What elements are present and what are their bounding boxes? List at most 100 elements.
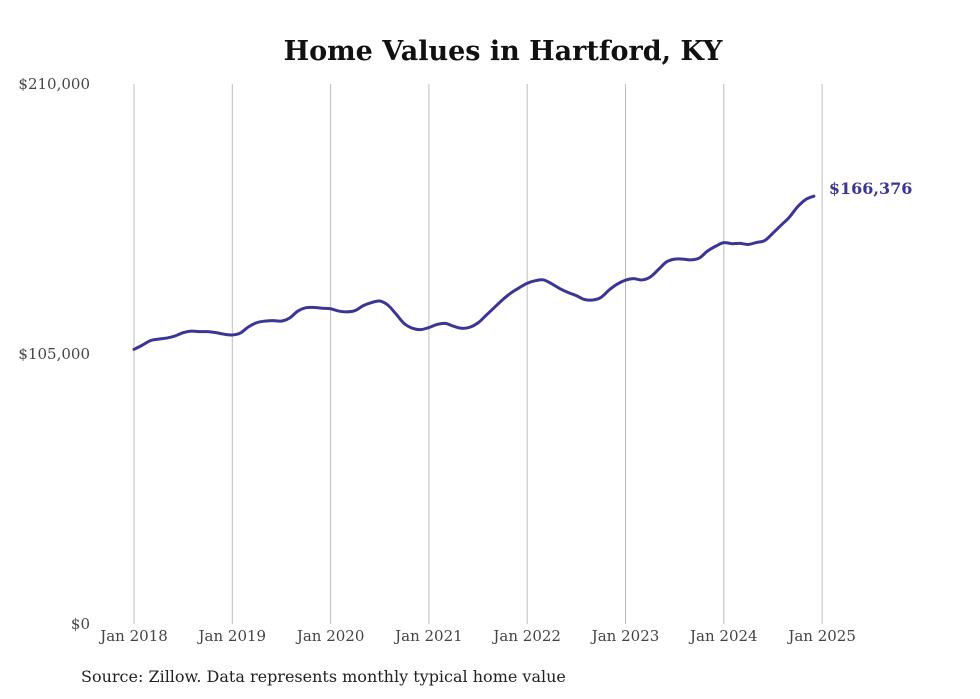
data-point: [632, 277, 635, 280]
data-point: [362, 304, 365, 307]
data-point: [665, 260, 668, 263]
data-point: [296, 310, 299, 313]
data-point: [329, 307, 332, 310]
data-point: [649, 276, 652, 279]
x-tick-label: Jan 2021: [393, 627, 463, 645]
data-point: [206, 330, 209, 333]
chart-title: Home Values in Hartford, KY: [284, 36, 724, 67]
data-point: [812, 195, 815, 198]
data-point: [198, 330, 201, 333]
y-tick-label: $105,000: [18, 345, 90, 363]
data-point: [370, 301, 373, 304]
x-tick-label: Jan 2019: [197, 627, 267, 645]
data-point: [345, 310, 348, 313]
data-point: [780, 224, 783, 227]
y-axis-ticks: $0 $105,000 $210,000: [18, 75, 90, 633]
data-point: [419, 328, 422, 331]
data-point: [599, 296, 602, 299]
data-point: [747, 243, 750, 246]
data-point: [624, 279, 627, 282]
data-point: [608, 288, 611, 291]
data-point: [239, 331, 242, 334]
data-point: [305, 306, 308, 309]
data-point: [427, 326, 430, 329]
data-point: [763, 239, 766, 242]
data-point: [518, 286, 521, 289]
data-point: [280, 320, 283, 323]
data-point: [468, 326, 471, 329]
data-point: [681, 258, 684, 261]
data-point: [452, 325, 455, 328]
series-group: [132, 194, 816, 351]
data-point: [264, 320, 267, 323]
data-point: [714, 245, 717, 248]
data-point: [182, 331, 185, 334]
last-value-label: $166,376: [829, 179, 913, 198]
data-point: [288, 317, 291, 320]
data-point: [321, 307, 324, 310]
data-point: [411, 327, 414, 330]
data-point: [313, 306, 316, 309]
data-point: [526, 282, 529, 285]
data-point: [403, 322, 406, 325]
data-point: [616, 283, 619, 286]
x-tick-label: Jan 2025: [786, 627, 856, 645]
data-point: [583, 298, 586, 301]
data-point: [272, 319, 275, 322]
data-point: [739, 242, 742, 245]
data-point: [493, 306, 496, 309]
y-tick-label: $210,000: [18, 75, 90, 93]
data-point: [558, 287, 561, 290]
data-point: [755, 241, 758, 244]
data-point: [575, 294, 578, 297]
data-point: [141, 344, 144, 347]
data-point: [149, 339, 152, 342]
x-axis-ticks: Jan 2018 Jan 2019 Jan 2020 Jan 2021 Jan 2022…: [98, 627, 856, 645]
data-point: [223, 333, 226, 336]
gridlines: [133, 84, 823, 624]
x-tick-label: Jan 2020: [295, 627, 365, 645]
data-point: [337, 310, 340, 313]
data-point: [460, 327, 463, 330]
data-point: [214, 331, 217, 334]
data-point: [550, 282, 553, 285]
data-point: [657, 268, 660, 271]
data-point: [706, 250, 709, 253]
data-point: [534, 279, 537, 282]
x-tick-label: Jan 2023: [590, 627, 660, 645]
data-point: [173, 335, 176, 338]
data-point: [698, 257, 701, 260]
data-point: [804, 198, 807, 201]
data-point: [354, 309, 357, 312]
data-point: [436, 323, 439, 326]
data-point: [255, 321, 258, 324]
data-point: [133, 348, 136, 351]
y-tick-label: $0: [71, 615, 90, 633]
data-point: [231, 333, 234, 336]
data-point: [190, 330, 193, 333]
source-note: Source: Zillow. Data represents monthly …: [81, 667, 566, 686]
data-point: [771, 232, 774, 235]
data-point: [567, 291, 570, 294]
data-point: [378, 300, 381, 303]
data-point: [722, 241, 725, 244]
data-point: [640, 278, 643, 281]
data-point: [690, 258, 693, 261]
data-point: [796, 205, 799, 208]
data-point: [157, 338, 160, 341]
data-point: [485, 314, 488, 317]
data-point: [730, 242, 733, 245]
data-point: [477, 321, 480, 324]
data-point: [788, 216, 791, 219]
data-point: [395, 313, 398, 316]
data-point: [247, 325, 250, 328]
data-point: [386, 304, 389, 307]
data-point: [591, 299, 594, 302]
series-line-0: [132, 194, 816, 351]
data-point: [673, 258, 676, 261]
x-tick-label: Jan 2024: [688, 627, 758, 645]
data-point: [501, 298, 504, 301]
data-point: [165, 337, 168, 340]
data-point: [444, 322, 447, 325]
